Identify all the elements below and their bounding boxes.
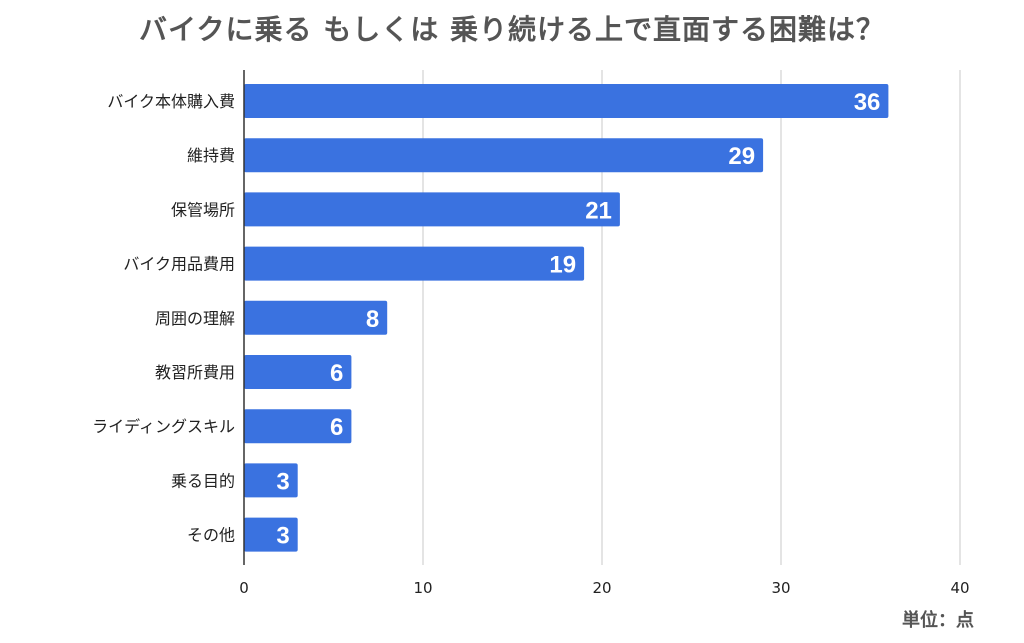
bar	[244, 355, 352, 389]
category-label: バイク用品費用	[123, 255, 235, 274]
category-label: 周囲の理解	[155, 309, 235, 328]
category-label: 保管場所	[171, 200, 235, 219]
category-label: その他	[187, 526, 235, 545]
unit-note: 単位：点	[902, 610, 974, 631]
axes: 0 10 20 30 40 バイク本体購入費維持費保管場所バイク用品費用周囲の理解教習所費…	[92, 70, 970, 597]
category-label: バイク本体購入費	[107, 92, 235, 111]
x-tick-label: 10	[413, 579, 432, 597]
bar	[244, 463, 298, 498]
category-label: 教習所費用	[155, 363, 235, 382]
data-label: 36	[854, 89, 881, 116]
x-tick-label: 30	[771, 579, 790, 597]
category-label: 維持費	[187, 146, 235, 165]
chart-title: バイクに乗る もしくは 乗り続ける上で直面する困難は？	[139, 13, 885, 46]
data-label: 19	[549, 252, 576, 279]
bar	[244, 138, 764, 173]
data-label: 21	[585, 197, 612, 224]
data-label: 29	[728, 143, 755, 170]
bar	[244, 192, 620, 227]
category-label: 乗る目的	[171, 471, 235, 490]
x-tick-label: 20	[592, 579, 611, 597]
data-label: 8	[366, 306, 379, 333]
data-label: 3	[276, 468, 289, 495]
data-label: 3	[276, 523, 289, 550]
data-label: 6	[330, 414, 343, 441]
bar	[244, 246, 585, 281]
data-label: 6	[330, 360, 343, 387]
x-tick-label: 0	[239, 579, 249, 597]
x-tick-label: 40	[950, 579, 969, 597]
bar	[244, 517, 298, 552]
bar	[244, 300, 388, 335]
bar	[244, 409, 352, 444]
bar	[244, 84, 889, 118]
category-label: ライディングスキル	[92, 417, 235, 436]
